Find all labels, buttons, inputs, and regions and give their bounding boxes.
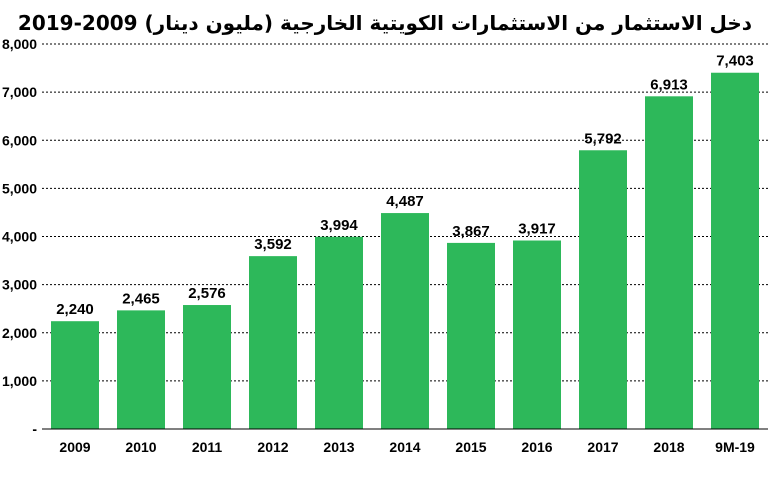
bar	[117, 310, 165, 429]
x-tick-label: 2015	[455, 439, 486, 455]
data-label: 3,867	[452, 223, 490, 240]
y-tick-label: 4,000	[2, 229, 37, 245]
x-tick-label: 2018	[653, 439, 684, 455]
x-tick-label: 2014	[389, 439, 420, 455]
data-label: 4,487	[386, 193, 424, 210]
chart-title: دخل الاستثمار من الاستثمارات الكويتية ال…	[18, 11, 752, 35]
x-tick-label: 2017	[587, 439, 618, 455]
y-tick-label: -	[32, 421, 37, 437]
bar	[645, 96, 693, 429]
y-tick-label: 3,000	[2, 277, 37, 293]
x-tick-label: 2012	[257, 439, 288, 455]
bar	[513, 240, 561, 429]
data-label: 6,913	[650, 76, 688, 93]
data-label: 3,994	[320, 217, 358, 234]
bar	[447, 242, 495, 429]
bar	[183, 305, 231, 429]
bars	[51, 72, 759, 429]
data-label: 3,917	[518, 220, 556, 237]
bar	[249, 256, 297, 429]
data-label: 2,240	[56, 301, 94, 318]
data-labels: 2,240 2,465 2,576 3,592 3,994 4,487 3,867 3,917…	[56, 53, 754, 318]
x-tick-label: 2011	[192, 439, 223, 455]
y-tick-label: 1,000	[2, 373, 37, 389]
x-tick-label: 2010	[125, 439, 156, 455]
bar	[315, 236, 363, 429]
bar	[711, 72, 759, 429]
y-tick-label: 8,000	[2, 36, 37, 52]
x-tick-label: 2009	[59, 439, 90, 455]
data-label: 2,465	[122, 290, 160, 307]
data-label: 3,592	[254, 236, 292, 253]
x-tick-label: 9M-19	[715, 439, 755, 455]
y-tick-label: 5,000	[2, 180, 37, 196]
data-label: 5,792	[584, 130, 622, 147]
y-axis-tick-labels: - 1,000 2,000 3,000 4,000 5,000 6,000 7,000 8,00…	[2, 36, 37, 437]
bar	[579, 150, 627, 429]
data-label: 7,403	[716, 53, 754, 70]
y-tick-label: 6,000	[2, 132, 37, 148]
x-tick-label: 2016	[521, 439, 552, 455]
y-tick-label: 7,000	[2, 84, 37, 100]
x-tick-label: 2013	[323, 439, 354, 455]
bar	[381, 213, 429, 429]
data-label: 2,576	[188, 285, 226, 302]
y-tick-label: 2,000	[2, 325, 37, 341]
x-axis-tick-labels: 2009 2010 2011 2012 2013 2014 2015 2016 2017 2018…	[59, 439, 755, 455]
bar	[51, 321, 99, 429]
